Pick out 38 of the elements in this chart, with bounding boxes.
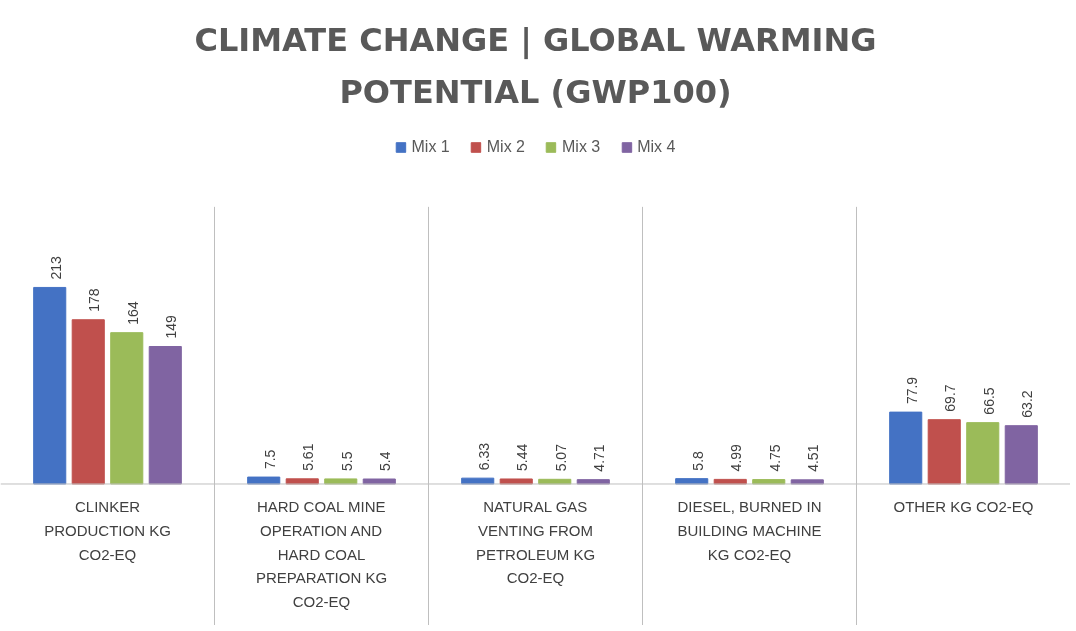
data-label: 213 bbox=[47, 255, 64, 280]
data-label: 164 bbox=[124, 301, 141, 325]
data-label: 149 bbox=[163, 314, 180, 339]
data-label: 5.5 bbox=[338, 451, 355, 471]
data-label: 6.33 bbox=[475, 442, 492, 471]
data-label: 5.8 bbox=[689, 450, 706, 471]
x-tick-label: NATURAL GAS VENTING FROM PETROLEUM KG CO2-EQ bbox=[475, 497, 596, 587]
data-label: 178 bbox=[86, 288, 103, 312]
bar bbox=[1004, 425, 1038, 485]
x-tick-label: OTHER KG CO2-EQ bbox=[893, 497, 1034, 515]
data-label: 4.99 bbox=[728, 443, 745, 472]
data-label: 66.5 bbox=[980, 387, 997, 415]
bar bbox=[966, 422, 1000, 485]
data-label: 7.5 bbox=[261, 449, 278, 470]
x-tick-label: CLINKER PRODUCTION KG CO2-EQ bbox=[44, 497, 171, 563]
x-tick-label: HARD COAL MINE OPERATION AND HARD COAL PREPARATION KG CO2-EQ bbox=[255, 497, 388, 611]
data-label: 5.61 bbox=[300, 443, 317, 471]
legend-label: Mix 3 bbox=[562, 138, 601, 156]
data-label: 5.44 bbox=[514, 443, 531, 471]
data-label: 77.9 bbox=[903, 376, 920, 405]
legend-label: Mix 2 bbox=[486, 138, 525, 156]
data-label: 4.75 bbox=[766, 444, 783, 472]
bar bbox=[110, 332, 144, 485]
bar bbox=[927, 419, 961, 485]
data-label: 4.51 bbox=[805, 444, 822, 472]
data-label: 69.7 bbox=[942, 384, 959, 412]
data-label: 5.4 bbox=[377, 451, 394, 472]
data-label: 4.71 bbox=[591, 444, 608, 472]
chart-title: CLIMATE CHANGE | GLOBAL WARMING POTENTIAL (GWP100) bbox=[194, 20, 877, 111]
bar bbox=[889, 411, 923, 485]
legend-label: Mix 1 bbox=[411, 138, 450, 156]
legend-label: Mix 4 bbox=[637, 138, 676, 156]
bar bbox=[71, 319, 105, 485]
bar bbox=[148, 346, 182, 485]
x-tick-label: DIESEL, BURNED IN BUILDING MACHINE KG CO2-EQ bbox=[677, 497, 822, 563]
data-label: 63.2 bbox=[1019, 390, 1036, 418]
bar bbox=[33, 286, 67, 485]
data-label: 5.07 bbox=[552, 443, 569, 472]
